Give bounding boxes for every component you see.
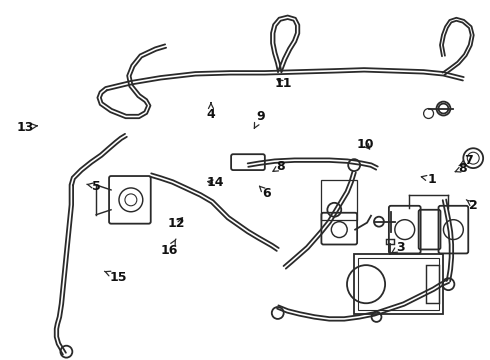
Text: 3: 3: [391, 240, 405, 254]
Text: 10: 10: [357, 138, 374, 151]
Text: 8: 8: [455, 162, 467, 175]
Text: 1: 1: [421, 173, 436, 186]
Text: 7: 7: [459, 154, 473, 167]
Text: 14: 14: [206, 176, 223, 189]
Bar: [386, 239, 394, 244]
Bar: [358, 258, 440, 310]
Text: 9: 9: [254, 110, 265, 129]
Text: 2: 2: [466, 198, 478, 212]
Bar: [321, 180, 357, 220]
Text: 6: 6: [259, 186, 271, 200]
Text: 4: 4: [207, 103, 215, 121]
Text: 12: 12: [167, 217, 185, 230]
Text: 15: 15: [104, 271, 127, 284]
Text: 5: 5: [87, 180, 101, 193]
Text: 11: 11: [274, 77, 292, 90]
Text: 13: 13: [17, 121, 37, 134]
Text: 16: 16: [161, 239, 178, 257]
Text: 8: 8: [273, 160, 285, 173]
Bar: [426, 265, 440, 303]
Bar: [354, 255, 443, 314]
